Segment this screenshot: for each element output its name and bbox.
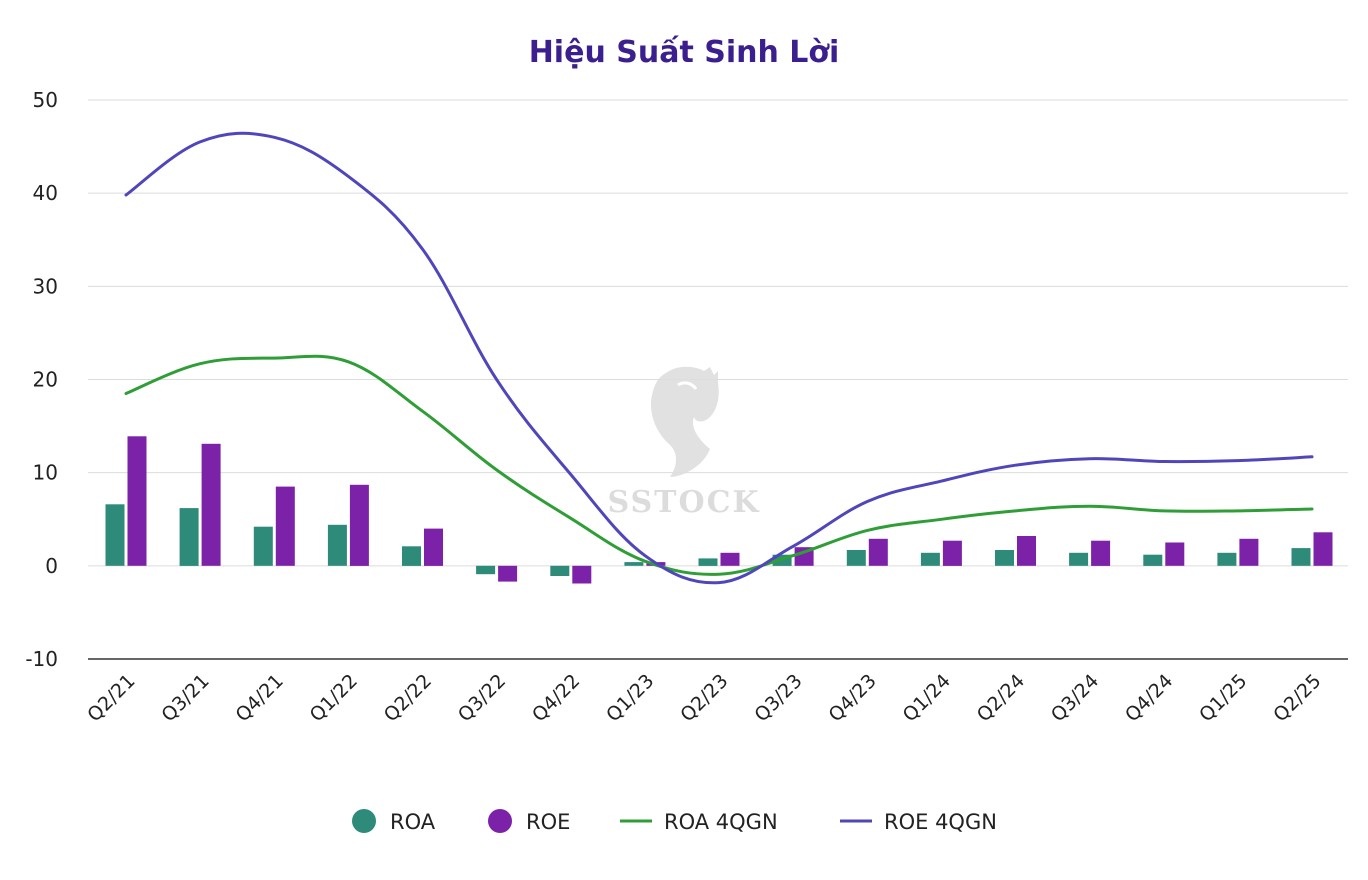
legend-marker (352, 809, 376, 833)
legend-label: ROE (526, 810, 570, 834)
legend-label: ROA 4QGN (664, 810, 778, 834)
roe-bar (1017, 536, 1036, 566)
roa-bar (1069, 552, 1089, 566)
watermark-text: SSTOCK (607, 485, 760, 520)
roe-bar (424, 528, 443, 566)
legend-item-roe-4qgn: ROE 4QGN (840, 810, 997, 834)
roa-bar (402, 546, 421, 566)
legend-item-roa: ROA (352, 809, 436, 834)
x-tick-label: Q1/24 (899, 670, 955, 726)
roa-bar (327, 524, 347, 566)
legend-marker (488, 809, 512, 833)
roa-bar (995, 550, 1014, 566)
roa-4qgn-line (124, 354, 1314, 576)
roe-bar (868, 538, 888, 566)
x-tick-label: Q1/25 (1195, 670, 1251, 726)
roe-bar (127, 436, 147, 566)
x-tick-label: Q4/23 (824, 670, 880, 726)
y-tick-label: 30 (33, 274, 58, 298)
legend: ROA ROE ROA 4QGN ROE 4QGN (352, 809, 997, 834)
roe-bar (1165, 542, 1185, 566)
roa-bar (846, 550, 866, 566)
y-tick-label: 20 (33, 368, 58, 392)
roe-bar (349, 484, 369, 566)
roe-bar (572, 565, 592, 584)
x-tick-label: Q1/22 (306, 670, 362, 726)
roa-bar (550, 565, 570, 576)
x-tick-label: Q4/24 (1121, 670, 1177, 726)
roe-bar (498, 565, 518, 582)
x-tick-label: Q3/21 (157, 670, 213, 726)
roa-bar (105, 504, 125, 566)
legend-label: ROE 4QGN (884, 810, 997, 834)
x-tick-label: Q2/23 (676, 670, 732, 726)
watermark: SSTOCK (607, 366, 760, 520)
roa-bar (476, 565, 496, 575)
y-tick-label: 50 (33, 88, 58, 112)
roe-bar (201, 443, 221, 566)
roe-bar (275, 486, 295, 566)
legend-label: ROA (390, 810, 436, 834)
x-tick-label: Q2/21 (83, 670, 139, 726)
chart-title: Hiệu Suất Sinh Lời (529, 35, 840, 70)
roe-bar (1313, 532, 1333, 566)
gridlines (88, 99, 1348, 567)
x-axis-ticks: Q2/21 Q3/21 Q4/21 Q1/22 Q2/22 Q3/22 Q4/22 Q1/23… (83, 670, 1325, 726)
roa-bar (624, 562, 644, 566)
x-tick-label: Q4/22 (528, 670, 584, 726)
roe-bar (1091, 540, 1111, 566)
roa-bar (1291, 548, 1311, 566)
roa-bar (1143, 554, 1163, 566)
x-tick-label: Q2/22 (380, 670, 436, 726)
roa-bar (253, 526, 273, 566)
roa-bar (920, 552, 940, 566)
x-tick-label: Q3/23 (750, 670, 806, 726)
y-tick-label: 10 (33, 461, 58, 485)
x-tick-label: Q2/24 (973, 670, 1029, 726)
line-series (124, 131, 1314, 585)
bar-series (105, 436, 1333, 584)
roa-bar (179, 508, 199, 566)
roe-bar (720, 552, 740, 566)
roa-bar (698, 558, 718, 566)
y-tick-label: 0 (45, 554, 58, 578)
y-axis-ticks: 50 40 30 20 10 0 -10 (25, 88, 58, 671)
y-tick-label: 40 (33, 181, 58, 205)
legend-item-roa-4qgn: ROA 4QGN (620, 810, 778, 834)
y-tick-label: -10 (25, 647, 58, 671)
roe-4qgn-line (124, 131, 1314, 585)
x-tick-label: Q4/21 (231, 670, 287, 726)
roe-bar (942, 540, 962, 566)
horse-logo-icon (650, 366, 719, 477)
x-tick-label: Q3/24 (1047, 670, 1103, 726)
roe-bar (1239, 538, 1259, 566)
x-tick-label: Q3/22 (454, 670, 510, 726)
legend-item-roe: ROE (488, 809, 570, 834)
x-tick-label: Q1/23 (602, 670, 658, 726)
x-tick-label: Q2/25 (1269, 670, 1325, 726)
roa-bar (1217, 552, 1237, 566)
